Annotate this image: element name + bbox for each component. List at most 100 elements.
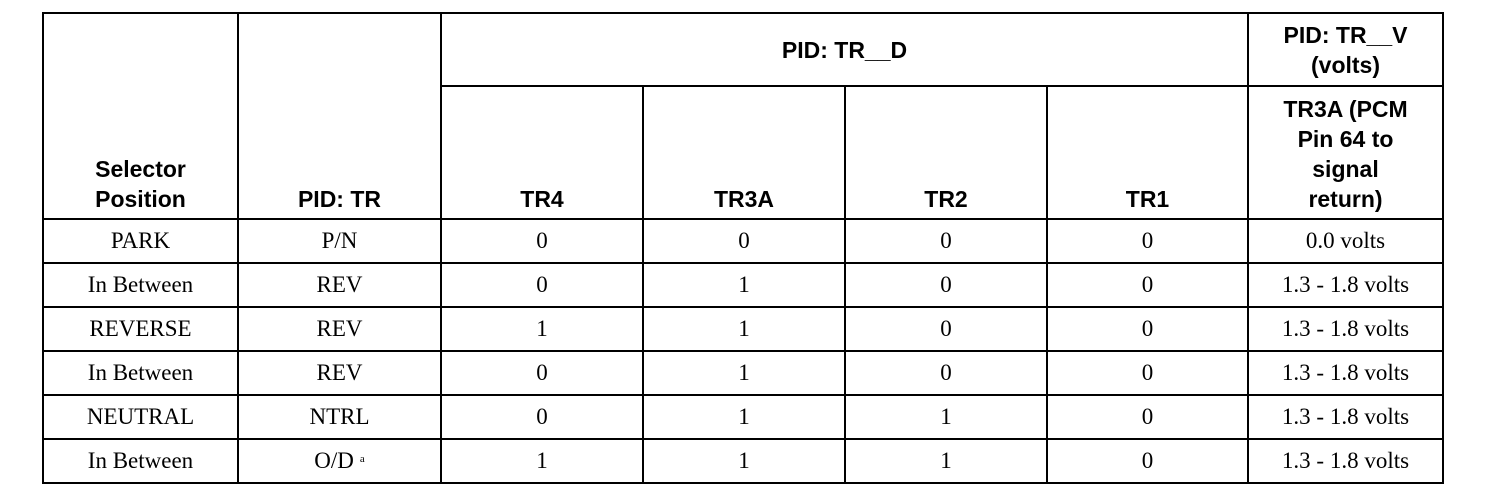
cell-text: 0 xyxy=(536,272,548,297)
header-cell: PID: TR__D xyxy=(440,12,1249,87)
table-row: REVERSE REV 1 1 0 0 1.3 - 1.8 volts xyxy=(42,306,1444,352)
table-cell: P/N xyxy=(237,218,442,264)
table-cell: 0 xyxy=(1046,438,1249,484)
table-cell: 1 xyxy=(642,438,846,484)
footnote-mark: a xyxy=(359,453,365,465)
table-cell: PARK xyxy=(42,218,239,264)
table-body: PARK P/N 0 0 0 0 0.0 volts In Between REV 0 1 0 0 1.3… xyxy=(42,218,1444,484)
table-cell: 0 xyxy=(440,350,644,396)
cell-text: 0 xyxy=(940,360,952,385)
cell-text: PARK xyxy=(110,228,171,253)
cell-text: 0 xyxy=(536,360,548,385)
cell-text: NTRL xyxy=(309,404,370,429)
cell-text: 0 xyxy=(536,404,548,429)
table-cell: 0 xyxy=(844,350,1048,396)
cell-text: REV xyxy=(316,272,363,297)
cell-text: 1.3 - 1.8 volts xyxy=(1281,404,1410,429)
header-cell: TR2 xyxy=(844,85,1048,220)
table-cell: 0 xyxy=(440,262,644,308)
cell-text: In Between xyxy=(87,448,194,473)
table-row: NEUTRAL NTRL 0 1 1 0 1.3 - 1.8 volts xyxy=(42,394,1444,440)
cell-text: 0 xyxy=(1141,272,1154,297)
cell-text: REV xyxy=(316,360,363,385)
cell-text: 0 xyxy=(1141,404,1154,429)
cell-text: 0 xyxy=(1141,228,1154,253)
cell-text: 1 xyxy=(738,448,750,473)
table-cell: 1.3 - 1.8 volts xyxy=(1247,350,1444,396)
cell-text: 1 xyxy=(738,272,750,297)
cell-text: 1.3 - 1.8 volts xyxy=(1281,272,1410,297)
table-cell: 1 xyxy=(440,306,644,352)
header-cell: Selector Position xyxy=(42,12,239,220)
cell-text: In Between xyxy=(87,272,194,297)
cell-text: 1 xyxy=(940,448,952,473)
header-cell: TR3A xyxy=(642,85,846,220)
table-cell: 1 xyxy=(642,394,846,440)
table-cell: O/D a xyxy=(237,438,442,484)
table-row: In Between O/D a 1 1 1 0 1.3 - 1.8 volts xyxy=(42,438,1444,484)
table-cell: REV xyxy=(237,306,442,352)
table-cell: 0 xyxy=(1046,394,1249,440)
table-cell: 1 xyxy=(440,438,644,484)
table-cell: 0 xyxy=(440,218,644,264)
table-cell: 1.3 - 1.8 volts xyxy=(1247,306,1444,352)
cell-text: NEUTRAL xyxy=(86,404,195,429)
table-cell: In Between xyxy=(42,438,239,484)
header-cell: PID: TR xyxy=(237,12,442,220)
cell-text: 1 xyxy=(940,404,952,429)
cell-text: REVERSE xyxy=(89,316,192,341)
table-row: In Between REV 0 1 0 0 1.3 - 1.8 volts xyxy=(42,350,1444,396)
cell-text: 0.0 volts xyxy=(1305,228,1386,253)
cell-text: 1 xyxy=(536,316,548,341)
table-cell: NTRL xyxy=(237,394,442,440)
table-cell: 1 xyxy=(844,394,1048,440)
cell-text: 1 xyxy=(738,316,750,341)
table-cell: 0 xyxy=(844,262,1048,308)
table-cell: 0 xyxy=(1046,218,1249,264)
table-row: PARK P/N 0 0 0 0 0.0 volts xyxy=(42,218,1444,264)
table-cell: 1 xyxy=(642,306,846,352)
table-cell: 1.3 - 1.8 volts xyxy=(1247,438,1444,484)
cell-text: 1 xyxy=(738,404,750,429)
cell-text: 0 xyxy=(940,272,952,297)
table-cell: 0 xyxy=(844,218,1048,264)
table-cell: 0 xyxy=(1046,262,1249,308)
table-cell: 0 xyxy=(642,218,846,264)
cell-text: REV xyxy=(316,316,363,341)
cell-text: 1.3 - 1.8 volts xyxy=(1281,360,1410,385)
header-cell: TR1 xyxy=(1046,85,1249,220)
cell-text: In Between xyxy=(87,360,194,385)
table-cell: 1.3 - 1.8 volts xyxy=(1247,262,1444,308)
cell-text: 0 xyxy=(1141,448,1154,473)
table-cell: 1.3 - 1.8 volts xyxy=(1247,394,1444,440)
table-cell: 1 xyxy=(642,350,846,396)
table-cell: 0 xyxy=(1046,350,1249,396)
table-cell: In Between xyxy=(42,350,239,396)
table-cell: 0 xyxy=(844,306,1048,352)
cell-text: 0 xyxy=(940,228,952,253)
cell-text: 1 xyxy=(738,360,750,385)
cell-text: O/D xyxy=(314,448,354,473)
tr-table: Selector Position PID: TR PID: TR__D PID… xyxy=(42,12,1444,484)
cell-text: 1 xyxy=(536,448,548,473)
table-row: In Between REV 0 1 0 0 1.3 - 1.8 volts xyxy=(42,262,1444,308)
table-cell: REV xyxy=(237,262,442,308)
cell-text: 1.3 - 1.8 volts xyxy=(1281,448,1410,473)
table-cell: 0.0 volts xyxy=(1247,218,1444,264)
cell-text: 0 xyxy=(1141,360,1154,385)
header-cell: PID: TR__V (volts) xyxy=(1247,12,1444,87)
header-cell: TR3A (PCM Pin 64 to signal return) xyxy=(1247,85,1444,220)
table-cell: REV xyxy=(237,350,442,396)
table-cell: 1 xyxy=(844,438,1048,484)
cell-text: 1.3 - 1.8 volts xyxy=(1281,316,1410,341)
header-cell: TR4 xyxy=(440,85,644,220)
table-cell: 0 xyxy=(1046,306,1249,352)
cell-text: 0 xyxy=(1141,316,1154,341)
table-cell: In Between xyxy=(42,262,239,308)
cell-text: 0 xyxy=(738,228,750,253)
cell-text: 0 xyxy=(536,228,548,253)
table-cell: REVERSE xyxy=(42,306,239,352)
table-cell: 0 xyxy=(440,394,644,440)
table-cell: 1 xyxy=(642,262,846,308)
